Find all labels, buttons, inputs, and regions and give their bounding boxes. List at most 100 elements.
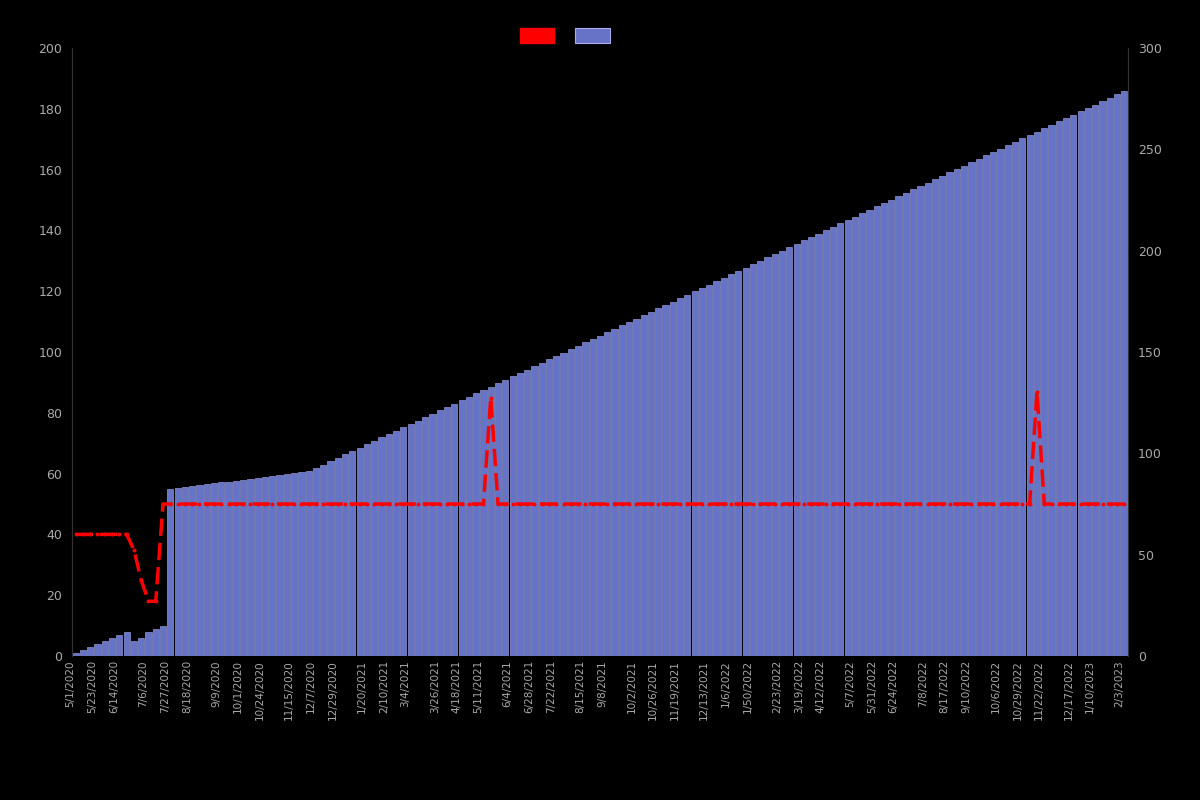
Bar <box>80 650 86 656</box>
Bar <box>947 173 953 656</box>
Bar <box>204 484 210 656</box>
Bar <box>371 441 377 656</box>
Bar <box>181 487 188 656</box>
Bar <box>612 329 618 656</box>
Bar <box>721 278 727 656</box>
Bar <box>458 400 464 656</box>
Bar <box>95 644 101 656</box>
Bar <box>480 390 486 656</box>
Bar <box>226 482 232 656</box>
Legend: , : , <box>512 22 624 50</box>
Bar <box>131 641 137 656</box>
Bar <box>510 376 516 656</box>
Bar <box>276 475 283 656</box>
Bar <box>670 302 676 656</box>
Bar <box>313 468 319 656</box>
Bar <box>262 477 268 656</box>
Bar <box>532 366 538 656</box>
Bar <box>968 162 974 656</box>
Bar <box>1099 101 1105 656</box>
Bar <box>1056 122 1062 656</box>
Bar <box>1026 135 1033 656</box>
Bar <box>997 149 1003 656</box>
Bar <box>1049 125 1055 656</box>
Bar <box>757 261 763 656</box>
Bar <box>859 214 865 656</box>
Bar <box>306 471 312 656</box>
Bar <box>1092 105 1098 656</box>
Bar <box>800 241 808 656</box>
Bar <box>88 647 94 656</box>
Bar <box>1012 142 1019 656</box>
Bar <box>845 220 851 656</box>
Bar <box>1004 146 1010 656</box>
Bar <box>124 632 130 656</box>
Bar <box>116 634 122 656</box>
Bar <box>72 653 79 656</box>
Bar <box>793 244 799 656</box>
Bar <box>197 485 203 656</box>
Bar <box>430 414 436 656</box>
Bar <box>356 448 362 656</box>
Bar <box>932 179 938 656</box>
Bar <box>109 638 115 656</box>
Bar <box>706 285 713 656</box>
Bar <box>211 483 217 656</box>
Bar <box>961 166 967 656</box>
Bar <box>830 227 836 656</box>
Bar <box>983 155 989 656</box>
Bar <box>422 417 428 656</box>
Bar <box>589 339 596 656</box>
Bar <box>342 454 348 656</box>
Bar <box>677 298 683 656</box>
Bar <box>269 476 275 656</box>
Bar <box>138 638 144 656</box>
Bar <box>728 274 734 656</box>
Bar <box>152 629 158 656</box>
Bar <box>1042 128 1048 656</box>
Bar <box>881 203 887 656</box>
Bar <box>451 403 457 656</box>
Bar <box>364 444 370 656</box>
Bar <box>553 356 559 656</box>
Bar <box>254 478 260 656</box>
Bar <box>1019 138 1026 656</box>
Bar <box>838 223 844 656</box>
Bar <box>976 159 982 656</box>
Bar <box>503 380 509 656</box>
Bar <box>575 346 581 656</box>
Bar <box>102 641 108 656</box>
Bar <box>539 362 545 656</box>
Bar <box>684 294 690 656</box>
Bar <box>240 480 246 656</box>
Bar <box>954 169 960 656</box>
Bar <box>714 281 720 656</box>
Bar <box>634 318 640 656</box>
Bar <box>392 430 400 656</box>
Bar <box>546 359 552 656</box>
Bar <box>910 190 917 656</box>
Bar <box>655 308 661 656</box>
Bar <box>662 305 668 656</box>
Bar <box>292 474 298 656</box>
Bar <box>320 465 326 656</box>
Bar <box>524 370 530 656</box>
Bar <box>925 182 931 656</box>
Bar <box>335 458 341 656</box>
Bar <box>1063 118 1069 656</box>
Bar <box>218 482 224 656</box>
Bar <box>764 258 770 656</box>
Bar <box>299 472 305 656</box>
Bar <box>1114 94 1120 656</box>
Bar <box>1070 114 1076 656</box>
Bar <box>895 196 901 656</box>
Bar <box>1034 132 1040 656</box>
Bar <box>437 410 443 656</box>
Bar <box>691 291 697 656</box>
Bar <box>852 217 858 656</box>
Bar <box>167 489 174 656</box>
Bar <box>641 315 647 656</box>
Bar <box>815 234 822 656</box>
Bar <box>145 632 151 656</box>
Bar <box>604 332 611 656</box>
